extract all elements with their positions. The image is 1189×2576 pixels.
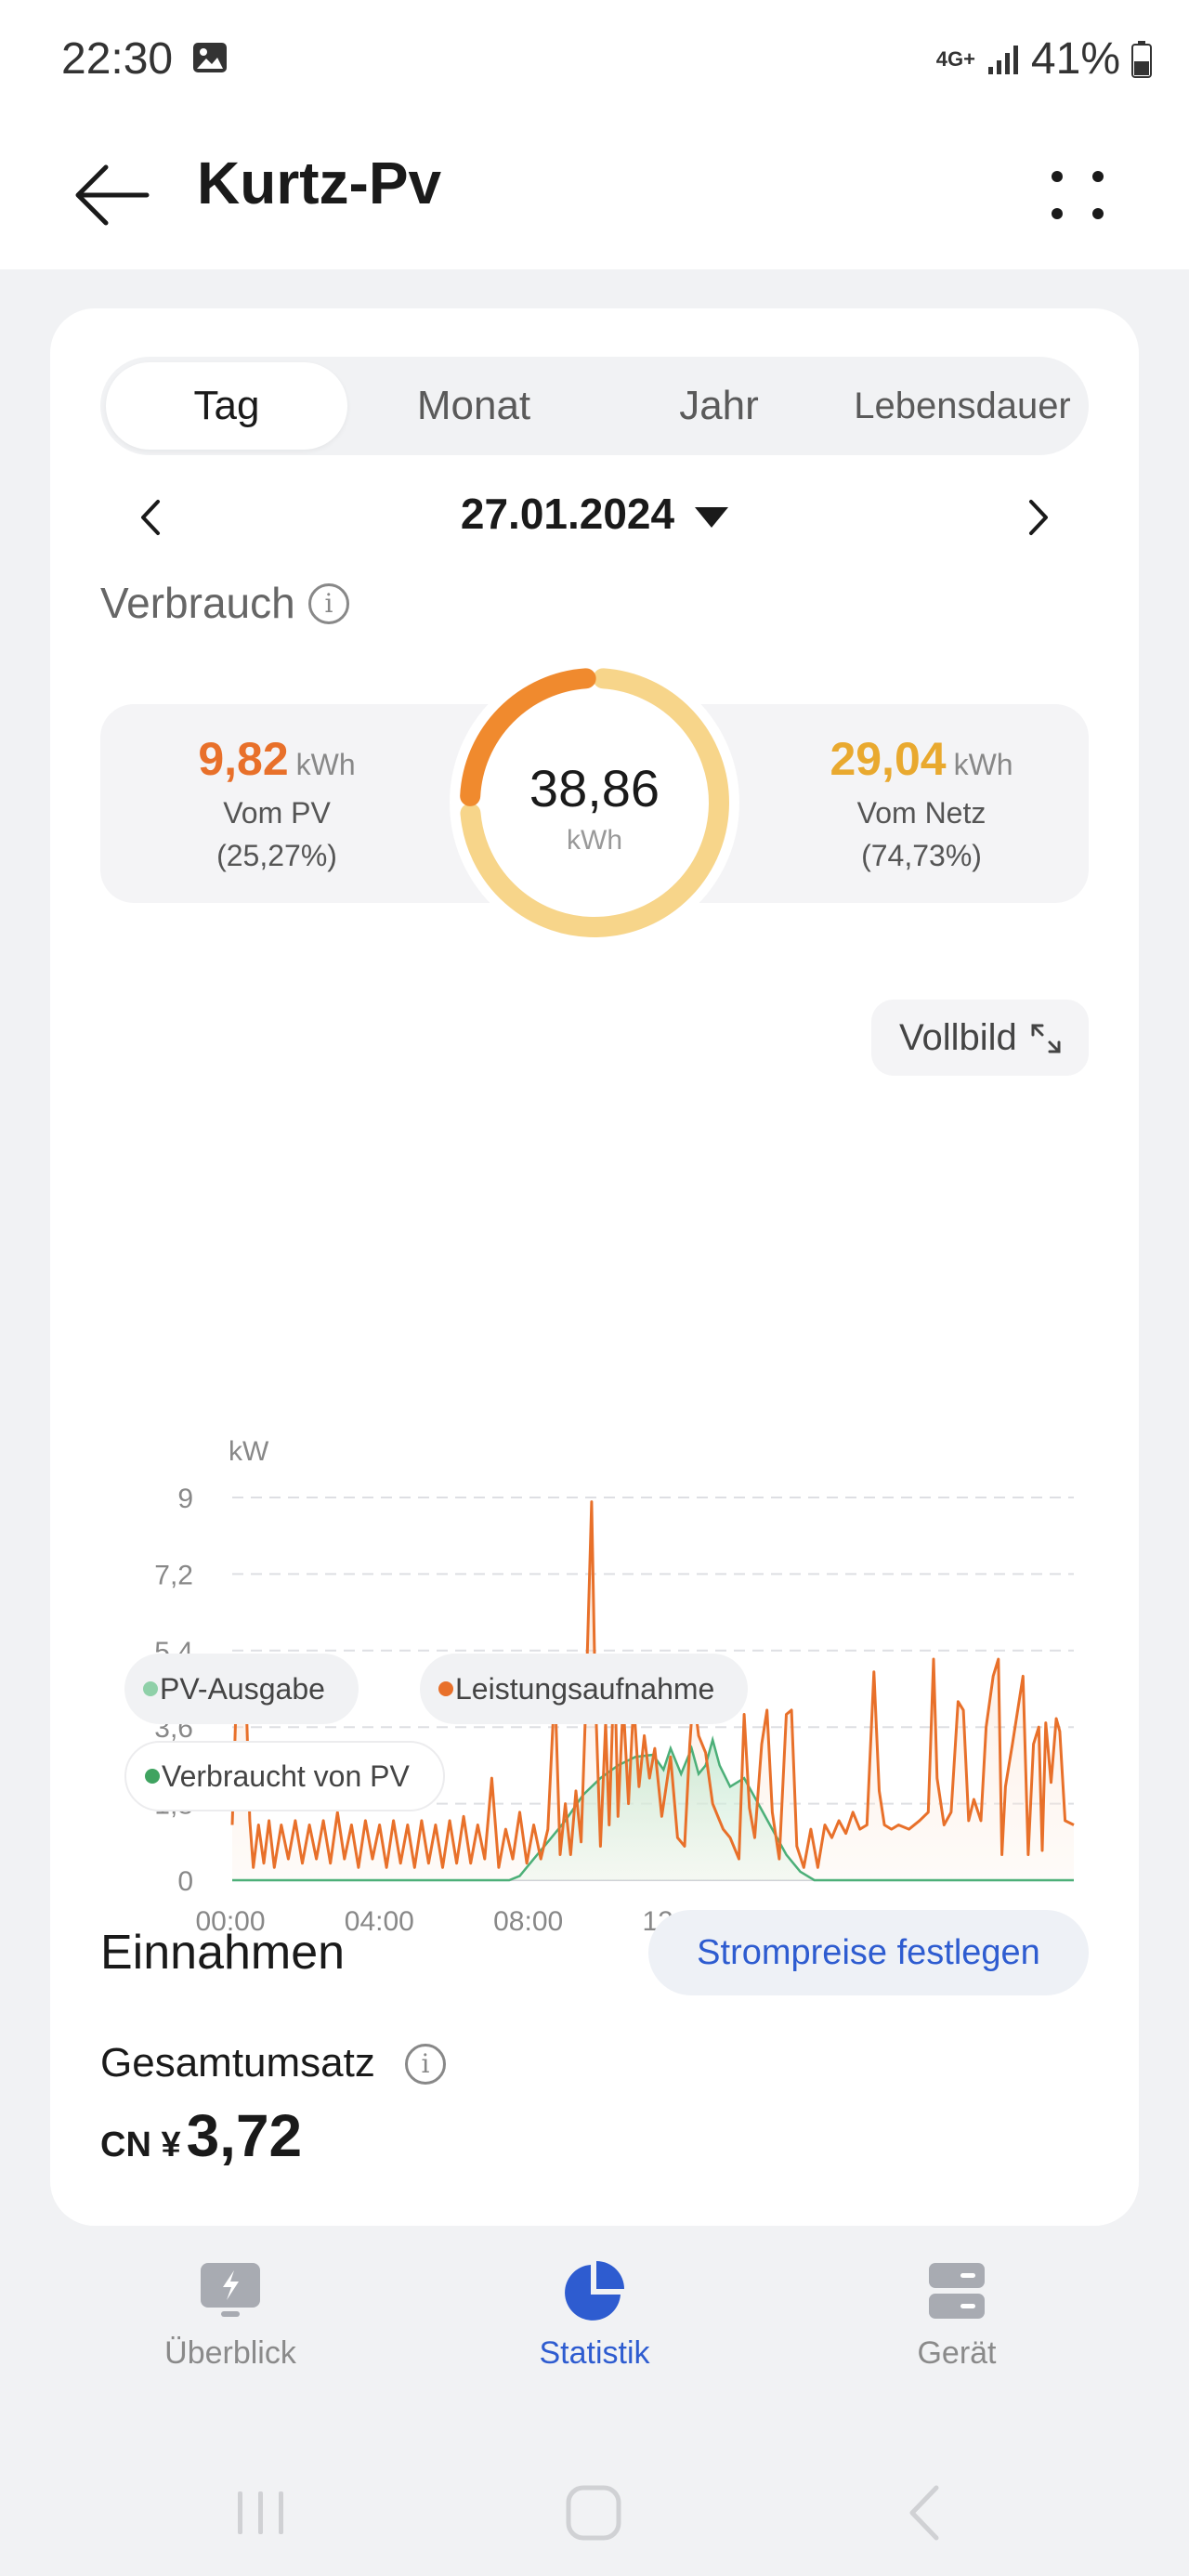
legend-power-consumption-label: Leistungsaufnahme [455,1672,715,1706]
info-icon[interactable]: i [308,583,349,624]
more-options-icon[interactable] [1040,158,1115,232]
total-revenue-title: Gesamtumsatz [100,2040,375,2086]
from-pv-summary: 9,82 kWh Vom PV (25,27%) [100,732,453,877]
total-revenue: CN ¥3,72 [100,2101,302,2170]
power-chart: 01,83,65,47,29kW00:0004:0008:0012:0016:0… [154,1436,1075,1937]
status-bar: 22:30 4G+ 41% [0,0,1189,121]
tab-lifetime[interactable]: Lebensdauer [854,386,1071,426]
from-grid-unit: kWh [953,748,1013,781]
recent-apps-icon[interactable] [229,2480,294,2545]
from-grid-summary: 29,04 kWh Vom Netz (74,73%) [745,732,1098,877]
nav-device[interactable]: Gerät [817,2257,1096,2372]
date-picker[interactable]: 27.01.2024 [100,489,1089,539]
fullscreen-button[interactable]: Vollbild [871,1000,1089,1076]
y-axis-unit: kW [229,1436,269,1467]
legend-power-consumption-dot [438,1681,453,1696]
nav-statistics[interactable]: Statistik [455,2257,734,2372]
donut-pv-arc [460,668,596,806]
home-icon[interactable] [561,2480,626,2545]
fullscreen-label: Vollbild [899,1017,1017,1058]
from-grid-percent: (74,73%) [861,839,982,872]
pie-chart-icon [565,2261,624,2321]
from-pv-percent: (25,27%) [216,839,337,872]
from-pv-value: 9,82 [198,733,289,785]
legend-pv-output-label: PV-Ausgabe [160,1672,325,1706]
tab-day[interactable]: Tag [106,362,347,450]
status-time: 22:30 [61,34,174,84]
total-consumption-value: 38,86 [529,759,660,817]
nav-device-label: Gerät [917,2335,997,2371]
app-bar: Kurtz-Pv [0,121,1189,269]
date-value: 27.01.2024 [460,490,675,538]
revenue-title: Einnahmen [100,1926,346,1980]
from-grid-value: 29,04 [830,733,947,785]
date-selector: 27.01.2024 [100,476,1089,559]
device-icon [929,2263,985,2319]
back-arrow-icon[interactable] [72,158,150,232]
system-navigation [0,2452,1189,2576]
network-type: 4G+ [935,46,975,71]
period-tabs: Tag Monat Jahr Lebensdauer [100,357,1089,455]
nav-statistics-label: Statistik [539,2335,650,2371]
consumption-line [230,1500,1075,1869]
gallery-notification-icon [193,43,227,72]
tab-year[interactable]: Jahr [679,383,759,428]
legend-consumed-from-pv-dot [145,1769,160,1784]
x-tick-label: 04:00 [345,1906,414,1937]
system-back-icon[interactable] [894,2480,959,2545]
pv-output-area [232,1739,1074,1880]
nav-overview-label: Überblick [164,2335,296,2371]
consumption-title: Verbrauch [100,579,295,627]
y-tick-label: 7,2 [154,1560,193,1590]
overview-icon [201,2263,260,2317]
revenue-value: 3,72 [186,2102,303,2169]
consumption-donut: 38,86 kWh [450,658,739,948]
pv-output-line [232,1735,1074,1882]
chevron-left-icon[interactable] [128,494,175,541]
statistics-card: Tag Monat Jahr Lebensdauer 27.01.2024 Ve… [50,308,1139,2226]
y-tick-label: 0 [177,1866,193,1897]
bottom-navigation: Überblick Statistik Gerät [0,2229,1189,2415]
page-title: Kurtz-Pv [197,150,442,216]
total-consumption-unit: kWh [567,825,622,856]
set-electricity-price-button[interactable]: Strompreise festlegen [648,1910,1089,1995]
expand-icon [1031,1024,1061,1053]
battery-percent: 41% [1030,34,1120,84]
legend-power-consumption[interactable]: Leistungsaufnahme [420,1654,749,1724]
from-grid-label: Vom Netz [856,796,986,830]
legend-pv-output-dot [143,1681,158,1696]
caret-down-icon [695,506,729,528]
nav-overview[interactable]: Überblick [91,2257,370,2372]
y-tick-label: 9 [177,1484,193,1514]
revenue-info-icon[interactable]: i [405,2044,446,2085]
legend-consumed-from-pv[interactable]: Verbraucht von PV [124,1741,445,1811]
from-pv-unit: kWh [295,748,356,781]
chevron-right-icon[interactable] [1014,494,1061,541]
from-pv-label: Vom PV [223,796,331,830]
total-revenue-label: Gesamtumsatz [100,2040,375,2086]
donut-ring [460,668,729,937]
battery-icon [1131,40,1152,78]
tab-month[interactable]: Monat [416,383,531,428]
legend-consumed-from-pv-label: Verbraucht von PV [162,1759,410,1793]
signal-strength-icon [987,45,1018,74]
status-indicators: 4G+ 41% [936,33,1152,85]
x-tick-label: 00:00 [195,1906,265,1937]
donut-grid-arc [460,668,729,937]
x-tick-label: 08:00 [493,1906,563,1937]
consumption-label: Verbrauch [100,578,295,628]
legend-pv-output[interactable]: PV-Ausgabe [124,1654,359,1724]
revenue-currency: CN ¥ [100,2125,181,2164]
